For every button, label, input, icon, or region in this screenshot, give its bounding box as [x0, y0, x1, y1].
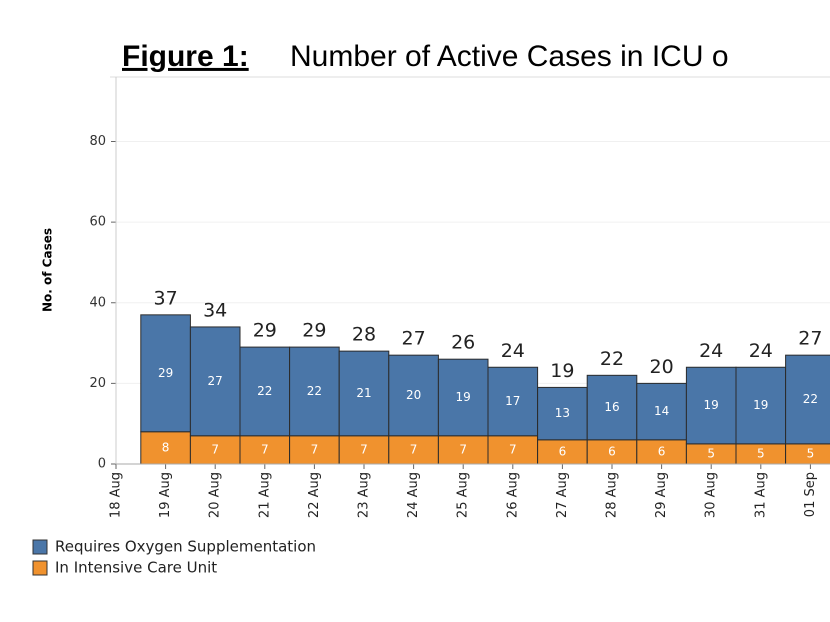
y-tick-label: 0 [98, 457, 106, 472]
segment-label: 19 [456, 390, 471, 404]
x-tick-label: 28 Aug [605, 472, 620, 518]
segment-label: 8 [162, 440, 170, 454]
total-label: 27 [402, 328, 426, 350]
y-tick-label: 60 [89, 215, 106, 230]
x-tick-label: 19 Aug [158, 472, 173, 518]
x-tick-label: 31 Aug [753, 472, 768, 518]
x-tick-label: 29 Aug [654, 472, 669, 518]
bar-segment [785, 354, 830, 445]
legend-label: In Intensive Care Unit [55, 559, 217, 577]
bar-segment [289, 346, 340, 437]
segment-label: 6 [559, 444, 567, 458]
x-tick-label: 21 Aug [257, 472, 272, 518]
bar-segment [239, 346, 291, 437]
legend-swatch [32, 539, 48, 555]
total-label: 27 [798, 328, 822, 350]
segment-label: 13 [555, 406, 570, 420]
legend-label: Requires Oxygen Supplementation [55, 538, 316, 556]
total-label: 24 [501, 340, 525, 362]
bar-segment [338, 350, 390, 437]
segment-label: 29 [158, 366, 173, 380]
title-prefix: Figure 1: [122, 40, 249, 73]
total-label: 28 [352, 324, 376, 346]
x-tick-label: 24 Aug [406, 472, 421, 518]
segment-label: 6 [608, 444, 616, 458]
y-tick-label: 40 [89, 295, 106, 310]
segment-label: 19 [704, 398, 719, 412]
segment-label: 16 [604, 400, 619, 414]
bar-segment [487, 366, 539, 437]
segment-label: 7 [311, 442, 319, 456]
y-axis-label: No. of Cases [41, 228, 55, 312]
segment-label: 7 [459, 442, 467, 456]
x-tick-label: 27 Aug [555, 472, 570, 518]
segment-label: 5 [807, 446, 815, 460]
total-label: 29 [253, 320, 277, 342]
chart-title: Number of Active Cases in ICU o [290, 40, 729, 73]
total-label: 26 [451, 332, 475, 354]
segment-label: 21 [356, 386, 371, 400]
segment-label: 19 [753, 398, 768, 412]
x-tick-label: 22 Aug [307, 472, 322, 518]
bar-segment [189, 326, 241, 437]
total-label: 19 [550, 360, 574, 382]
segment-label: 5 [707, 446, 715, 460]
total-label: 20 [650, 356, 674, 378]
bar-segment [437, 435, 489, 465]
bar-segment [537, 386, 588, 441]
x-tick-label: 30 Aug [704, 472, 719, 518]
segment-label: 7 [211, 442, 219, 456]
segment-label: 22 [257, 384, 272, 398]
x-tick-label: 26 Aug [505, 472, 520, 518]
bar-segment [239, 435, 291, 465]
bar-segment [735, 366, 787, 445]
bar-segment [487, 435, 539, 465]
y-tick-label: 20 [89, 376, 106, 391]
total-label: 29 [302, 320, 326, 342]
y-tick-label: 80 [89, 134, 106, 149]
segment-label: 27 [208, 374, 223, 388]
legend-swatch [32, 560, 48, 576]
segment-label: 6 [658, 444, 666, 458]
segment-label: 7 [410, 442, 418, 456]
segment-label: 20 [406, 388, 421, 402]
segment-label: 5 [757, 446, 765, 460]
x-tick-label: 20 Aug [208, 472, 223, 518]
segment-label: 7 [509, 442, 517, 456]
total-label: 24 [699, 340, 723, 362]
segment-label: 7 [360, 442, 368, 456]
x-tick-label: 25 Aug [456, 472, 471, 518]
total-label: 37 [154, 287, 178, 309]
x-tick-label: 01 Sep [803, 472, 818, 517]
segment-label: 17 [505, 394, 520, 408]
bar-segment [437, 358, 489, 437]
total-label: 22 [600, 348, 624, 370]
bar-segment [636, 382, 687, 441]
bar-segment [189, 435, 241, 465]
x-tick-label: 23 Aug [357, 472, 372, 518]
segment-label: 22 [803, 392, 818, 406]
total-label: 24 [749, 340, 773, 362]
total-label: 34 [203, 299, 227, 321]
segment-label: 7 [261, 442, 269, 456]
x-tick-label: 18 Aug [109, 472, 124, 518]
segment-label: 14 [654, 404, 669, 418]
bar-segment [388, 435, 439, 465]
segment-label: 22 [307, 384, 322, 398]
